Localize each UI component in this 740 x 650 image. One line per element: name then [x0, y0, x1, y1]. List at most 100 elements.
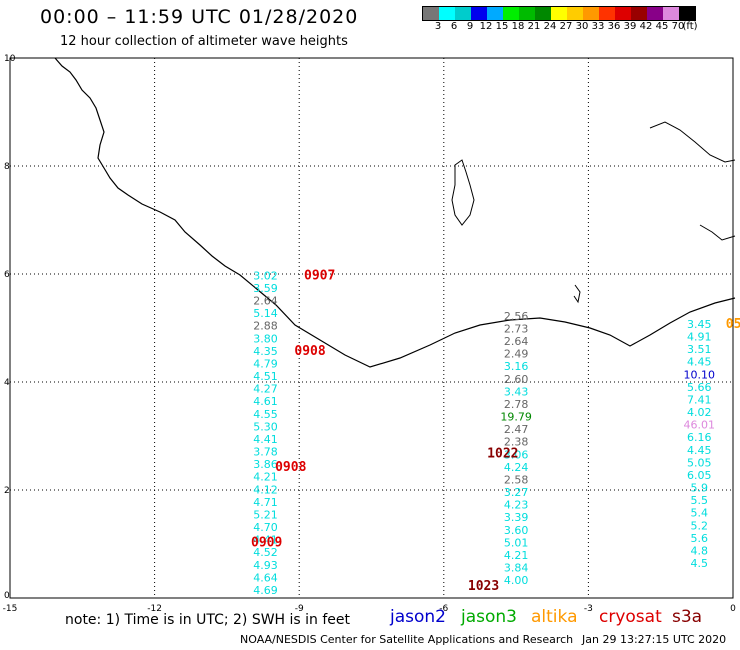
legend-jason3: jason3 [461, 607, 517, 627]
swh-value: 46.01 [684, 419, 716, 432]
colorbar-swatch [583, 7, 599, 20]
pass-time-label: 1023 [468, 579, 499, 594]
colorbar-label: 36 [607, 21, 621, 32]
swh-value: 2.49 [504, 348, 529, 361]
colorbar-swatch [615, 7, 631, 20]
colorbar-swatch [663, 7, 679, 20]
swh-value: 2.64 [504, 335, 529, 348]
colorbar-label: 21 [527, 21, 541, 32]
swh-value: 4.02 [687, 406, 712, 419]
footer-timestamp: Jan 29 13:27:15 UTC 2020 [582, 633, 727, 646]
colorbar-label: 27 [559, 21, 573, 32]
swh-value: 3.02 [253, 269, 278, 282]
swh-value: 4.24 [504, 461, 529, 474]
colorbar-swatch [487, 7, 503, 20]
swh-value: 4.35 [253, 345, 278, 358]
river-outline [699, 224, 736, 241]
legend-altika: altika [531, 607, 578, 627]
swh-value: 4.41 [253, 534, 278, 547]
swh-value: 5.2 [691, 519, 709, 532]
swh-value: 4.55 [253, 408, 278, 421]
swh-value: 2.73 [504, 322, 529, 335]
swh-value: 2.56 [504, 310, 529, 323]
colorbar-label: 15 [495, 21, 509, 32]
swh-value: 3.16 [504, 360, 529, 373]
swh-value: 3.78 [253, 446, 278, 459]
swh-value: 5.4 [691, 507, 709, 520]
lake-volta-outline [451, 159, 475, 226]
colorbar-swatch [423, 7, 439, 20]
page-subtitle: 12 hour collection of altimeter wave hei… [60, 34, 348, 49]
colorbar-label: 24 [543, 21, 557, 32]
swh-value: 4.8 [691, 544, 709, 557]
colorbar-swatch [535, 7, 551, 20]
swh-value: 4.41 [253, 433, 278, 446]
swh-value: 4.61 [253, 395, 278, 408]
coastline [54, 57, 736, 368]
swh-value: 4.91 [687, 331, 712, 344]
swh-value: 4.45 [687, 356, 712, 369]
coastline-west-africa [54, 57, 736, 368]
river-niger-outline [649, 121, 736, 163]
footer-credit: NOAA/NESDIS Center for Satellite Applica… [240, 633, 574, 646]
colorbar-swatch [439, 7, 455, 20]
colorbar-label: 39 [623, 21, 637, 32]
units-note: note: 1) Time is in UTC; 2) SWH is in fe… [65, 612, 351, 628]
swh-value: 4.69 [253, 584, 278, 597]
y-tick-label: 8 [4, 162, 10, 172]
colorbar-swatch [567, 7, 583, 20]
legend-s3a: s3a [672, 607, 703, 627]
page-title: 00:00 – 11:59 UTC 01/28/2020 [40, 6, 359, 28]
swh-value: 5.21 [253, 508, 278, 521]
pass-time-label: 0907 [304, 268, 335, 283]
swh-value: 5.01 [504, 536, 529, 549]
x-tick-label: -12 [147, 604, 162, 614]
swh-value: 4.79 [253, 357, 278, 370]
y-tick-label: 10 [4, 54, 16, 64]
swh-value: 3.06 [504, 448, 529, 461]
swh-value: 5.30 [253, 420, 278, 433]
swh-value: 3.51 [687, 343, 712, 356]
colorbar-labels: 3 6 9 12 15 18 21 24 27 30 33 36 39 42 45 70 (ft) [422, 21, 740, 35]
colorbar-label: 45 [655, 21, 669, 32]
x-tick-label: -15 [3, 604, 18, 614]
swh-value: 6.16 [687, 431, 712, 444]
colorbar-swatch [471, 7, 487, 20]
swh-value: 5.66 [687, 381, 712, 394]
legend-jason2: jason2 [390, 607, 446, 627]
x-tick-label: -3 [584, 604, 593, 614]
swh-value: 2.88 [253, 320, 278, 333]
swh-value: 4.64 [253, 571, 278, 584]
swh-value: 3.27 [504, 486, 529, 499]
swh-value: 5.05 [687, 456, 712, 469]
legend-cryosat: cryosat [599, 607, 662, 627]
swh-value: 5.9 [691, 482, 709, 495]
y-tick-label: 2 [4, 486, 10, 496]
swh-values: 3.023.592.645.142.883.804.354.794.514.27… [253, 269, 715, 597]
swh-value: 4.70 [253, 521, 278, 534]
swh-value: 4.51 [253, 370, 278, 383]
x-tick-label: -6 [439, 604, 448, 614]
swh-value: 4.5 [691, 557, 709, 570]
swh-value: 3.45 [687, 318, 712, 331]
swh-value: 6.05 [687, 469, 712, 482]
swh-value: 3.43 [504, 385, 529, 398]
swh-value: 3.86 [253, 458, 278, 471]
colorbar-label: 30 [575, 21, 589, 32]
swh-value: 4.93 [253, 559, 278, 572]
map-border [9, 57, 734, 599]
swh-value: 3.39 [504, 511, 529, 524]
pass-time-label: 1022 [487, 447, 518, 462]
swh-value: 3.59 [253, 282, 278, 295]
swh-value: 7.41 [687, 393, 712, 406]
swh-value: 4.00 [504, 574, 529, 587]
colorbar-swatch [631, 7, 647, 20]
colorbar-swatch [679, 7, 695, 20]
swh-value: 19.79 [500, 411, 532, 424]
pass-time-label: 0908 [294, 344, 325, 359]
colorbar-swatch [503, 7, 519, 20]
colorbar-label: 3 [434, 21, 442, 32]
pass-time-label: 05 [726, 317, 740, 332]
